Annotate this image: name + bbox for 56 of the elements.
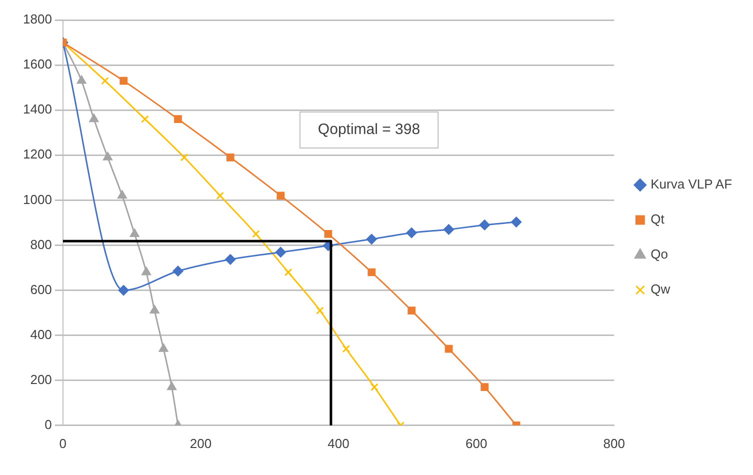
point [324, 230, 332, 238]
point [180, 153, 188, 162]
legend-label: Qw [650, 282, 671, 297]
point [158, 344, 168, 352]
annotation: Qoptimal = 398 [318, 121, 420, 138]
point [252, 230, 260, 238]
point [120, 76, 128, 85]
point [408, 306, 416, 314]
point [172, 266, 184, 276]
x-tick-label: 400 [328, 436, 350, 451]
point [480, 383, 489, 392]
y-tick-label: 1000 [23, 192, 52, 207]
x-tick-label: 0 [59, 436, 67, 451]
point [366, 234, 377, 244]
y-tick-label: 1400 [23, 102, 52, 117]
point [368, 268, 376, 276]
x-tick-label: 800 [603, 436, 625, 451]
point [140, 115, 149, 124]
point [101, 76, 109, 85]
point [275, 246, 286, 258]
y-tick-label: 1200 [23, 146, 52, 162]
point [174, 115, 182, 124]
point [444, 344, 453, 353]
y-tick-label: 800 [30, 236, 52, 252]
point [511, 216, 522, 228]
point [103, 152, 112, 160]
y-tick-label: 1600 [23, 56, 52, 72]
y-tick-label: 600 [30, 282, 52, 297]
point [167, 382, 176, 390]
point [150, 305, 160, 314]
x-tick-label: 600 [465, 436, 488, 451]
x-tick-label: 200 [190, 436, 212, 451]
y-tick-label: 400 [30, 326, 52, 342]
legend-label: Kurva VLP AF [650, 176, 732, 192]
y-tick-label: 1800 [23, 12, 52, 27]
point [370, 383, 378, 392]
point [225, 254, 236, 265]
point [444, 224, 454, 235]
point [130, 228, 140, 237]
legend-label: Qt [650, 212, 665, 227]
point [142, 267, 151, 276]
point [226, 153, 234, 162]
point [216, 192, 224, 200]
y-tick-label: 0 [44, 416, 52, 432]
point [284, 268, 292, 276]
point [342, 344, 350, 353]
y-tick-label: 200 [30, 372, 52, 387]
point [89, 114, 99, 122]
legend-label: Qo [650, 246, 668, 262]
point [76, 76, 86, 84]
point [479, 220, 490, 230]
point [316, 306, 324, 314]
point [276, 192, 285, 200]
point [406, 228, 417, 238]
point [118, 285, 129, 296]
point [118, 190, 127, 199]
